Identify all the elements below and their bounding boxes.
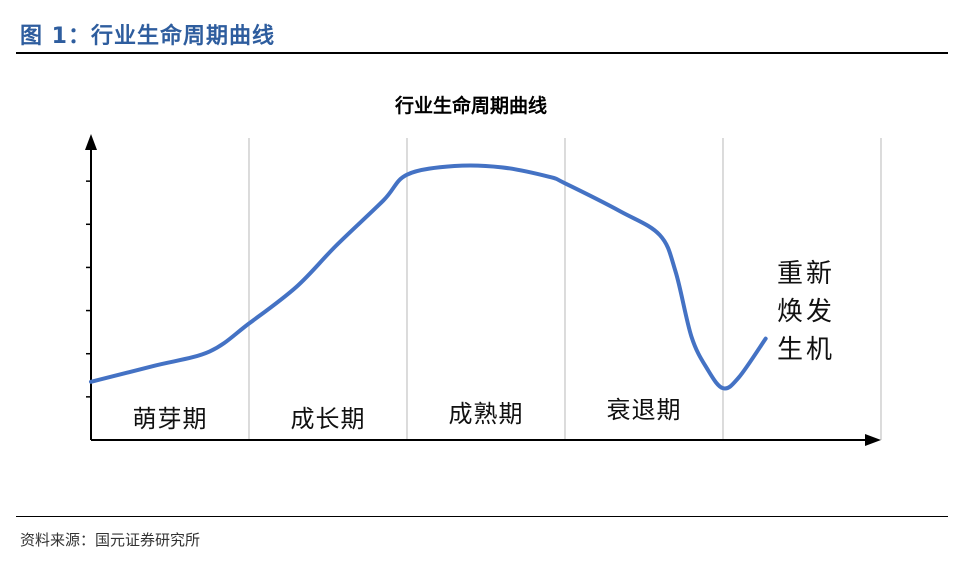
stage-label: 衰退期	[607, 396, 682, 424]
chart-title: 行业生命周期曲线	[394, 94, 547, 117]
figure-title: 图 1：行业生命周期曲线	[20, 24, 275, 49]
figure-header: 图 1：行业生命周期曲线	[16, 14, 948, 54]
x-axis-arrow	[865, 434, 881, 446]
lifecycle-curve	[89, 163, 768, 391]
stage-label: 萌芽期	[133, 405, 208, 433]
stage-label: 重新	[777, 259, 835, 289]
stage-label: 焕发	[777, 297, 835, 327]
stage-label: 成长期	[291, 405, 366, 433]
y-axis-arrow	[85, 134, 97, 150]
footer-divider	[16, 516, 948, 517]
stage-label: 生机	[777, 335, 835, 365]
source-note: 资料来源：国元证券研究所	[20, 531, 201, 549]
stage-label: 成熟期	[449, 400, 524, 428]
